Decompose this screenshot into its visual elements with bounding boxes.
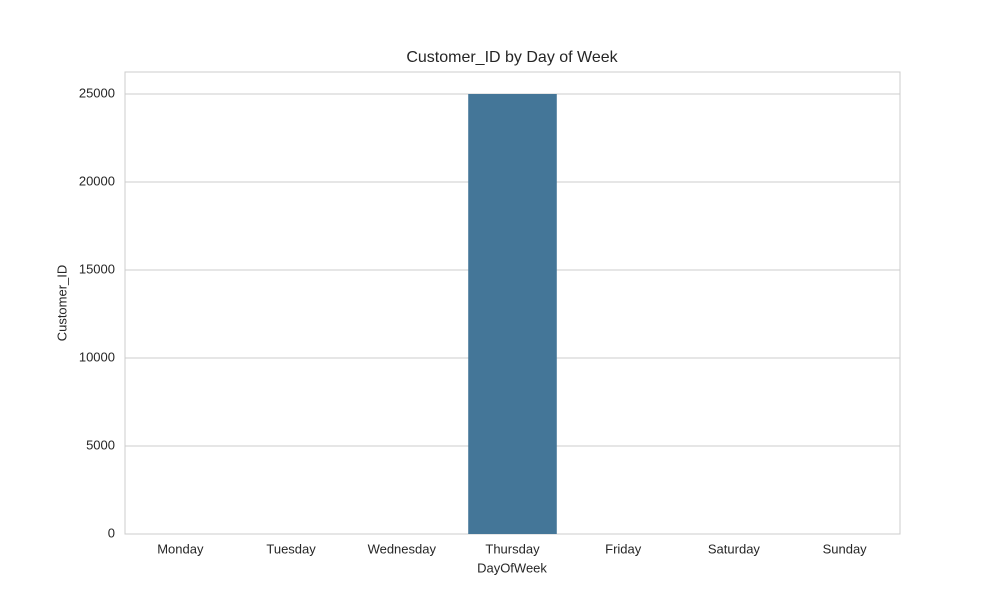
x-tick-label: Friday bbox=[605, 541, 642, 556]
y-tick-label: 20000 bbox=[79, 173, 115, 188]
y-tick-label: 25000 bbox=[79, 85, 115, 100]
x-tick-label: Tuesday bbox=[266, 541, 316, 556]
y-tick-label: 0 bbox=[108, 525, 115, 540]
chart-title: Customer_ID by Day of Week bbox=[406, 49, 618, 66]
x-tick-label: Wednesday bbox=[368, 541, 437, 556]
x-tick-label: Thursday bbox=[485, 541, 540, 556]
x-tick-label: Saturday bbox=[708, 541, 761, 556]
y-tick-label: 15000 bbox=[79, 261, 115, 276]
x-tick-label: Sunday bbox=[823, 541, 868, 556]
y-tick-label: 10000 bbox=[79, 349, 115, 364]
y-tick-label: 5000 bbox=[86, 437, 115, 452]
x-axis-label: DayOfWeek bbox=[477, 560, 547, 575]
bar bbox=[468, 94, 557, 534]
y-axis-label: Customer_ID bbox=[54, 265, 69, 342]
x-tick-label: Monday bbox=[157, 541, 204, 556]
